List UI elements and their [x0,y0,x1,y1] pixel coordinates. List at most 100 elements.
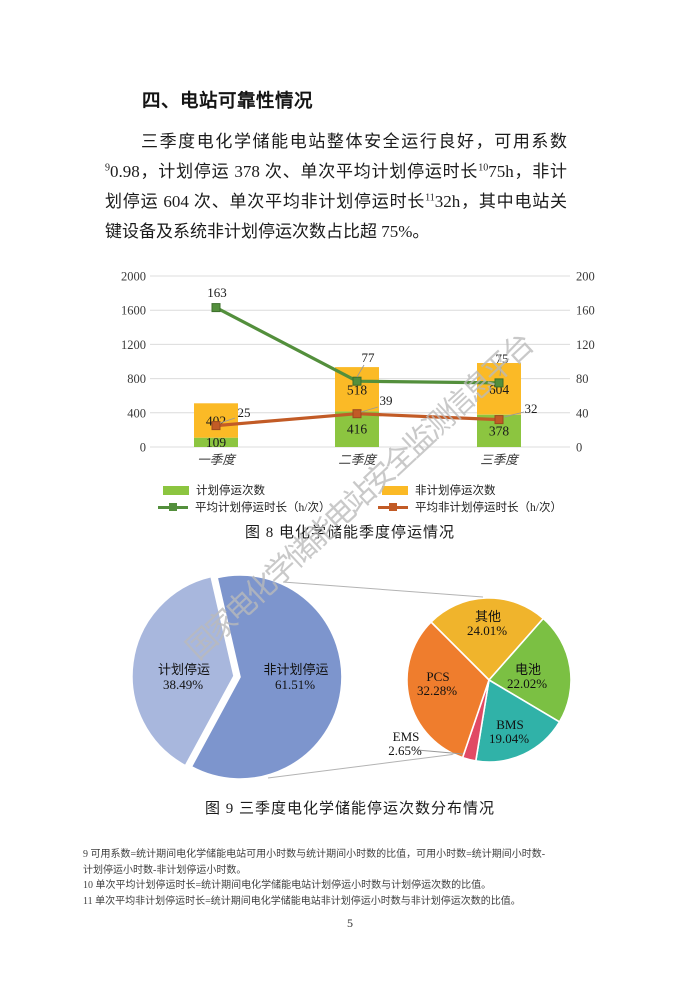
label-leader-line [360,406,379,413]
main-pie-percent: 38.49% [163,677,203,692]
label-leader-line [219,417,236,424]
footnote-10: 10 单次平均计划停运时长=统计期间电化学储能电站计划停运小时数与计划停运次数的… [83,880,492,891]
footnote-11: 11 单次平均非计划停运时长=统计期间电化学储能电站非计划停运小时数与非计划停运… [83,895,521,907]
legend-label: 计划停运次数 [196,485,265,497]
footnote-ref: 9 [105,162,110,174]
right-axis-tick: 80 [576,372,589,386]
legend-swatch-icon [163,485,189,495]
footnote-9: 9 可用系数=统计期间电化学储能电站可用小时数与统计期间小时数的比值，可用小时数… [83,849,546,876]
bar-label-unplanned: 402 [206,414,226,429]
paragraph-line: 90.98，计划停运 378 次、单次平均计划停运时长1075h，非计 [105,157,567,187]
bar-unplanned [194,403,238,438]
paragraph-text: 划停运 604 次、单次平均非计划停运时长 [105,192,426,211]
detail-pie-slice-BMS [475,679,561,763]
page-number: 5 [347,916,353,930]
legend-label: 平均计划停运时长（h/次） [195,502,331,514]
line-label-unplanned: 25 [238,405,251,420]
bar-label-planned: 378 [489,423,510,438]
main-pie-label: 计划停运 [158,662,210,677]
detail-pie-slice-PCS [406,621,490,759]
line-planned [215,306,500,385]
section-heading: 四、电站可靠性情况 [142,92,314,112]
main-pie-slice-非计划停运 [190,574,343,780]
line-unplanned-marker [352,409,362,419]
line-label-planned: 163 [207,285,227,300]
line-label-planned: 75 [496,351,509,366]
paragraph-text: 键设备及系统非计划停运次数占比超 75%。 [105,222,430,241]
paragraph-line: 划停运 604 次、单次平均非计划停运时长1132h，其中电站关 [105,187,567,217]
paragraph-line: 三季度电化学储能电站整体安全运行良好，可用系数 [105,127,567,157]
category-label: 一季度 [197,453,237,467]
bar-unplanned [477,363,521,415]
left-axis-tick: 800 [127,372,146,386]
main-pie-slice-计划停运 [131,575,235,767]
legend-line-icon [378,503,408,511]
legend-item: 平均计划停运时长（h/次） [158,499,330,515]
right-axis-tick: 160 [576,304,595,318]
line-label-unplanned: 39 [380,393,393,408]
main-pie-percent: 61.51% [275,677,315,692]
detail-pie-percent: 32.28% [417,683,457,698]
legend-marker-icon [389,503,397,511]
bar-label-unplanned: 518 [347,382,368,397]
line-label-unplanned: 32 [525,401,538,416]
footnote-ref: 10 [478,162,489,174]
legend-item: 平均非计划停运时长（h/次） [378,499,562,515]
label-leader-line [499,365,502,377]
pie-connector-line [267,752,465,779]
detail-pie-slice-EMS [461,679,490,762]
left-axis-tick: 2000 [121,270,146,284]
legend-item: 计划停运次数 [163,482,265,498]
detail-pie-slice-电池 [488,617,572,723]
bar-planned [194,437,238,447]
legend-marker-icon [169,503,177,511]
line-unplanned [215,412,500,428]
bar-planned [477,414,521,447]
watermark: 国家电化学储能电站安全监测信息平台 [180,328,539,667]
figure8-chart: 0 400 800 1200 1600 2000 0 40 80 120 160 200 一季度 二季度 三… [121,270,595,468]
left-axis-tick: 1200 [121,338,146,352]
line-planned-marker [494,378,504,388]
paragraph-text: 三季度电化学储能电站整体安全运行良好，可用系数 [141,132,567,151]
detail-pie-label: 电池 [515,662,541,677]
paragraph-text: 32h，其中电站关 [434,192,568,211]
bar-label-unplanned: 604 [489,382,510,397]
bar-label-planned: 109 [206,435,227,450]
bar-planned [335,411,379,447]
legend-line-icon [158,503,188,511]
detail-pie-label: PCS [426,669,449,684]
legend-label: 平均非计划停运时长（h/次） [415,502,562,514]
legend-swatch-icon [382,485,408,495]
detail-pie-label: BMS [496,717,523,732]
bar-label-planned: 416 [347,422,368,437]
paragraph-line: 键设备及系统非计划停运次数占比超 75%。 [105,217,567,247]
right-axis-tick: 0 [576,441,582,455]
legend-label: 非计划停运次数 [415,485,496,497]
label-leader-line [503,411,525,418]
detail-pie-percent: 24.01% [467,623,507,638]
pie-connector-line [282,581,484,598]
left-axis-tick: 1600 [121,304,146,318]
right-axis-tick: 120 [576,338,595,352]
paragraph-text: 0.98，计划停运 378 次、单次平均计划停运时长 [110,162,479,181]
legend-item: 非计划停运次数 [382,482,496,498]
line-planned-marker [352,376,362,386]
ems-leader-line [416,749,464,755]
detail-pie-percent: 22.02% [507,676,547,691]
footnotes: 9 可用系数=统计期间电化学储能电站可用小时数与统计期间小时数的比值，可用小时数… [83,847,553,909]
main-pie-label: 非计划停运 [263,662,328,677]
line-planned-marker [211,303,221,313]
paragraph-text: 75h，非计 [488,162,568,181]
detail-pie-label: EMS [393,729,420,744]
category-label: 三季度 [480,453,520,467]
figure9-caption: 图 9 三季度电化学储能停运次数分布情况 [204,801,495,817]
category-label: 二季度 [338,453,378,467]
footnote-ref: 11 [425,192,435,204]
detail-pie-percent: 2.65% [388,743,422,758]
line-unplanned-marker [494,415,504,425]
detail-pie-percent: 19.04% [489,731,529,746]
label-leader-line [356,364,365,378]
figure8-caption: 图 8 电化学储能季度停运情况 [244,525,455,541]
